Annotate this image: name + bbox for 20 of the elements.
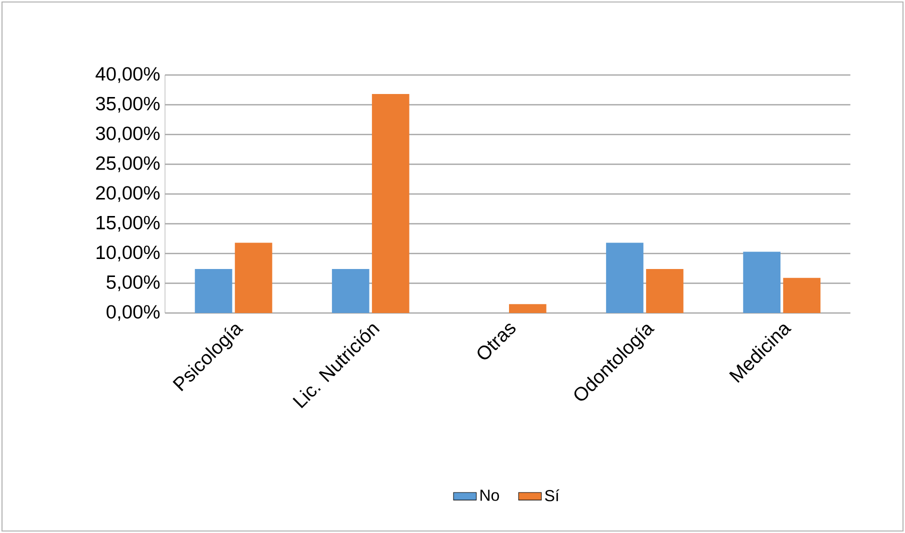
- legend-label: Sí: [545, 489, 560, 502]
- y-tick-label: 15,00%: [96, 216, 160, 232]
- bar: [194, 268, 232, 313]
- bar: [509, 304, 546, 313]
- y-tick-label: 25,00%: [96, 156, 160, 172]
- bar: [234, 242, 272, 313]
- bar: [646, 268, 684, 313]
- y-tick-label: 30,00%: [96, 126, 160, 142]
- legend-label: No: [480, 490, 499, 501]
- bar: [372, 94, 410, 313]
- bar: [332, 268, 370, 313]
- y-tick-label: 5,00%: [106, 275, 160, 292]
- y-tick-label: 20,00%: [96, 186, 160, 202]
- y-tick-label: 35,00%: [96, 96, 160, 113]
- y-tick-label: 10,00%: [96, 246, 160, 262]
- y-tick-label: 40,00%: [96, 67, 160, 83]
- bar: [606, 242, 644, 313]
- bar: [743, 252, 780, 313]
- bar: [783, 278, 820, 313]
- y-tick-label: 0,00%: [106, 305, 160, 321]
